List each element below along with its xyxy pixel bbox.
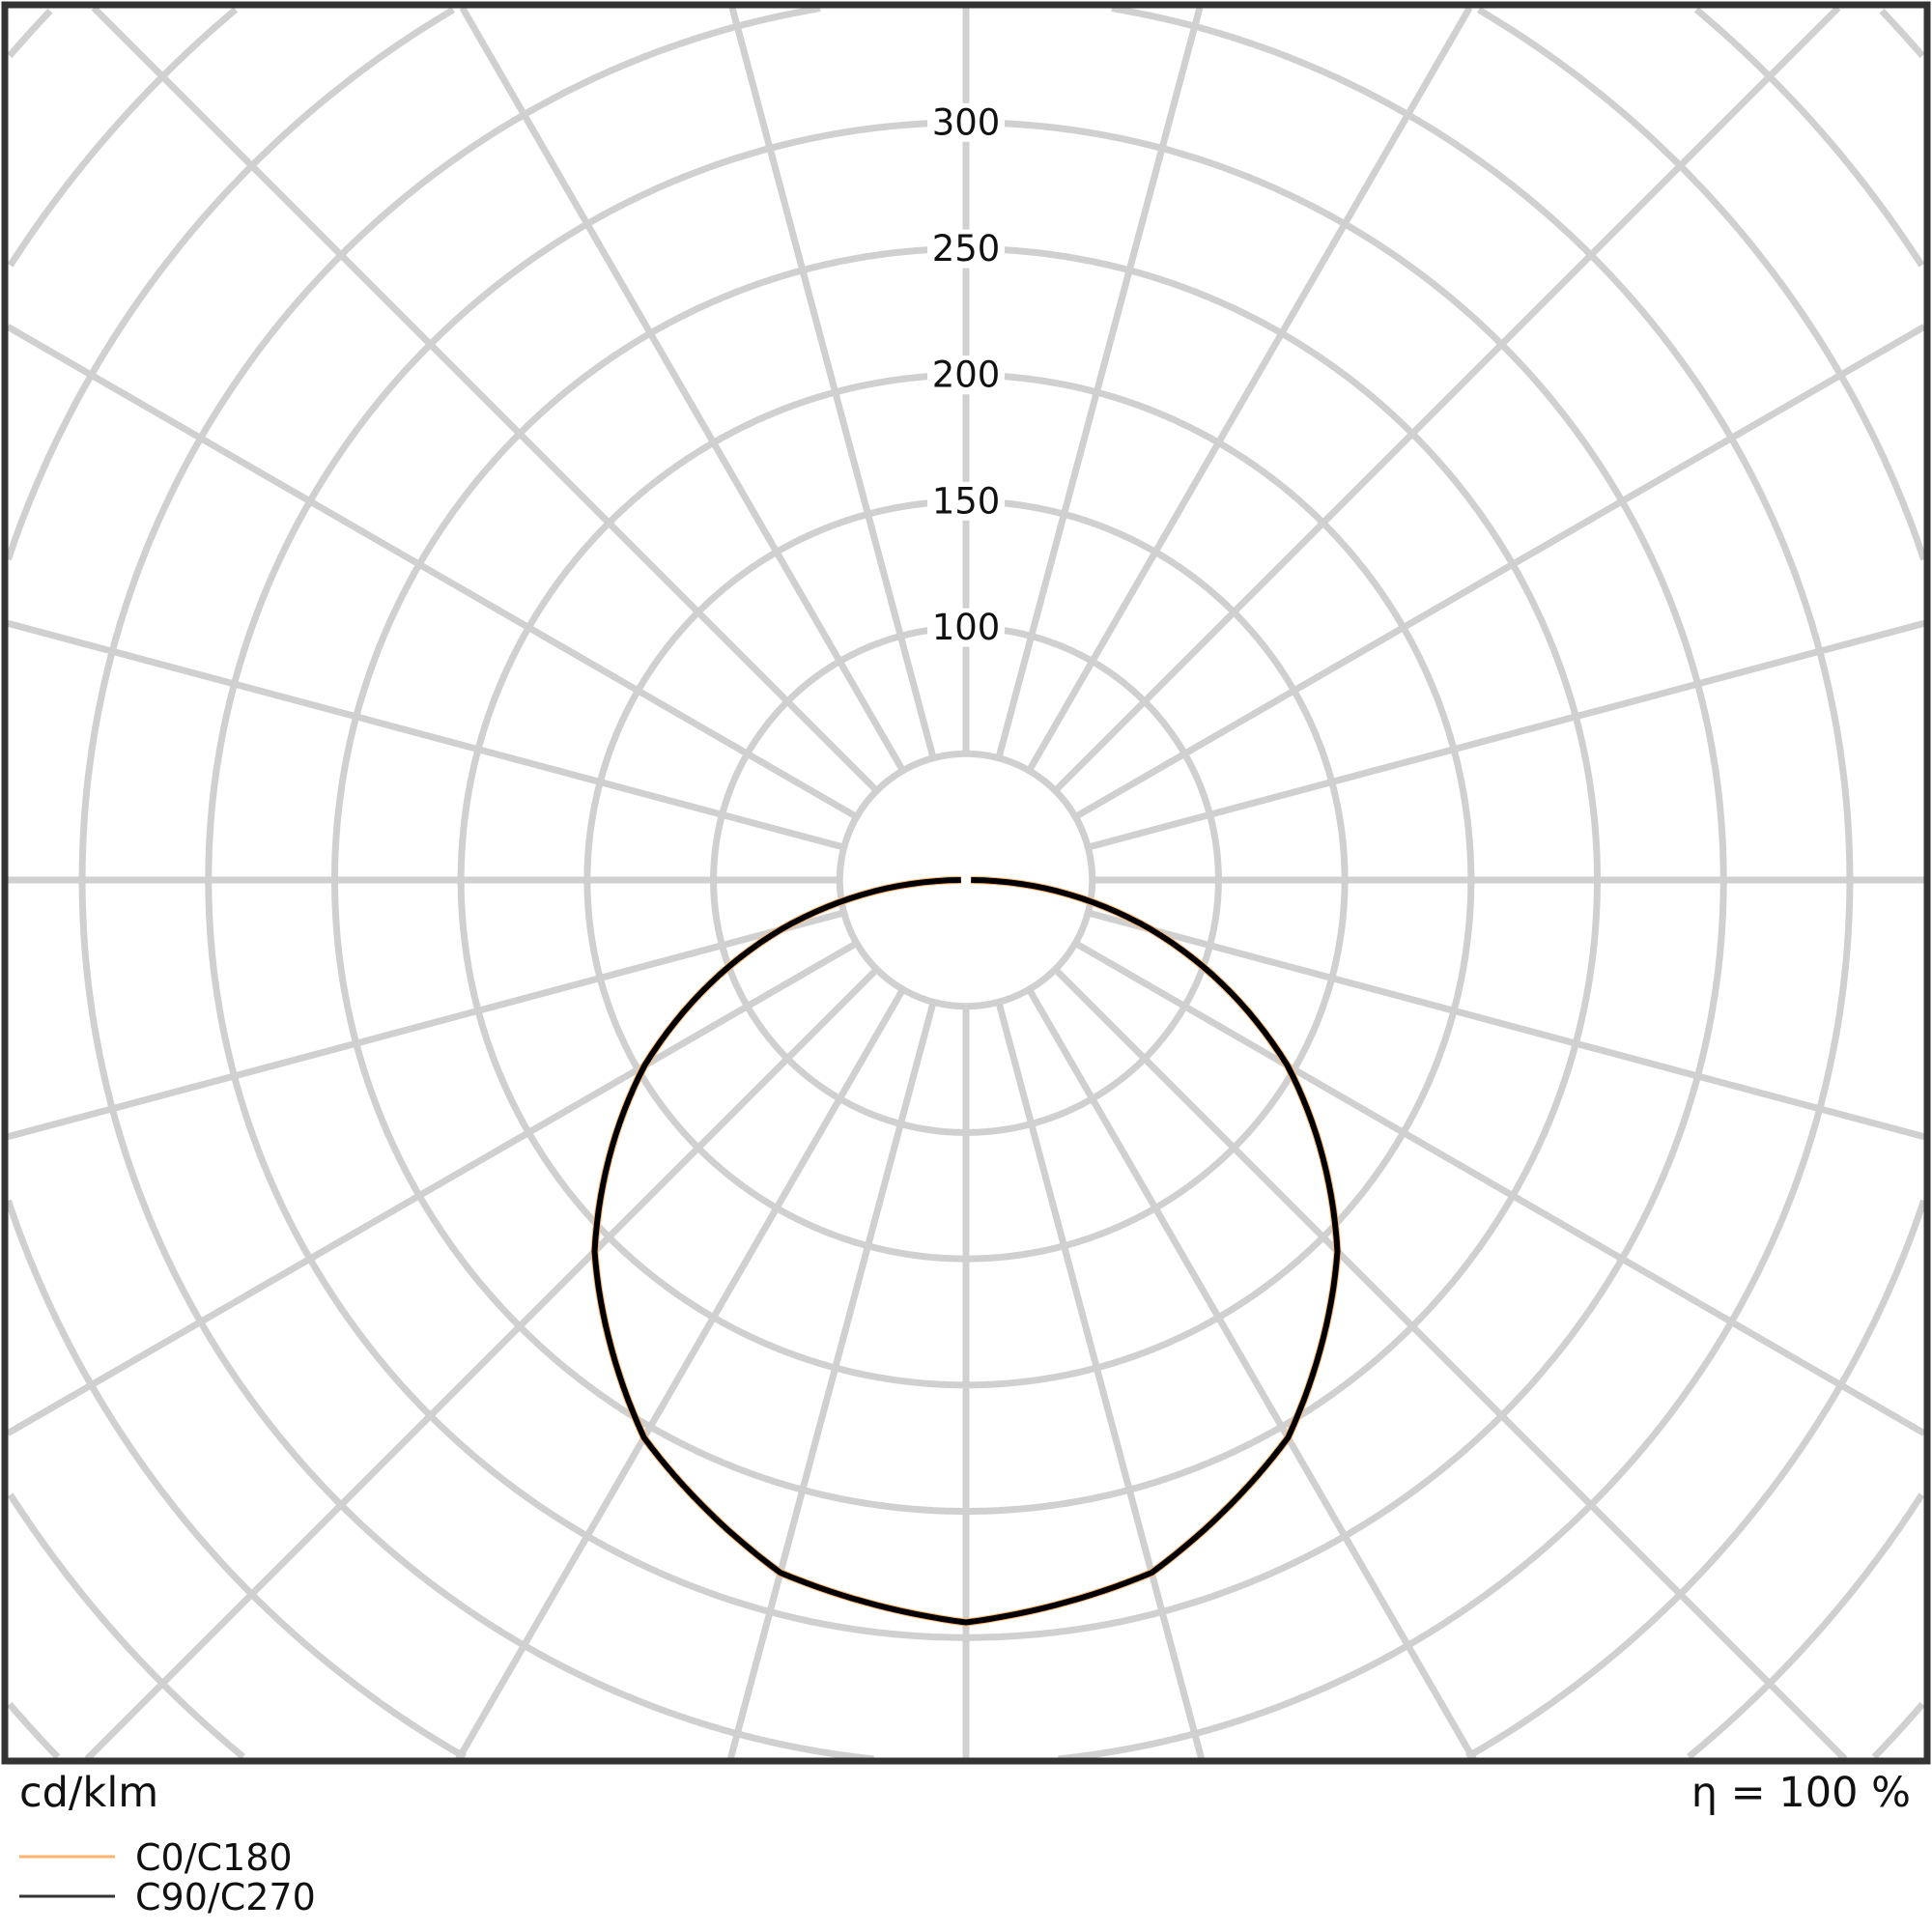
tick-label-bg bbox=[927, 229, 1005, 269]
grid-spoke bbox=[7, 619, 845, 851]
plot-frame bbox=[1, 1, 1931, 1765]
grid-spoke bbox=[459, 6, 906, 773]
legend-label-c90-c270: C90/C270 bbox=[135, 1876, 316, 1918]
grid-spoke bbox=[995, 7, 1204, 759]
grid-ring bbox=[5, 7, 1927, 1760]
curves bbox=[590, 876, 1342, 1627]
grid-spoke bbox=[6, 940, 859, 1436]
grid-spoke bbox=[1073, 940, 1926, 1436]
grid-spoke bbox=[84, 966, 880, 1762]
grid-spoke bbox=[1087, 619, 1925, 851]
grid-spoke bbox=[455, 987, 906, 1761]
radial-tick-label: 100 bbox=[932, 607, 1001, 648]
radial-tick-label: 150 bbox=[932, 480, 1001, 522]
tick-label-bg bbox=[927, 608, 1005, 647]
grid-spoke bbox=[6, 324, 859, 820]
grid-spoke bbox=[728, 7, 937, 759]
legend-label-c0-c180: C0/C180 bbox=[135, 1836, 293, 1879]
grid-spoke bbox=[7, 909, 845, 1141]
tick-label-bg bbox=[927, 481, 1005, 521]
tick-label-bg bbox=[927, 102, 1005, 142]
radial-tick-labels: 100 150 200 250 300 bbox=[927, 101, 1005, 648]
polar-grid bbox=[5, 5, 1927, 1763]
radial-tick-label: 200 bbox=[932, 355, 1001, 396]
grid-spoke bbox=[1087, 909, 1925, 1141]
grid-ring bbox=[7, 8, 1925, 1760]
grid-spoke bbox=[995, 1001, 1206, 1760]
efficiency-label: η = 100 % bbox=[1691, 1769, 1911, 1817]
grid-spoke bbox=[1026, 6, 1473, 773]
curve-c90-c270 bbox=[591, 877, 1341, 1626]
grid-spoke bbox=[1026, 987, 1477, 1761]
grid-ring bbox=[7, 7, 1925, 1760]
grid-spoke bbox=[91, 5, 880, 794]
grid-spoke bbox=[726, 1001, 937, 1760]
grid-ring bbox=[836, 750, 1096, 1010]
unit-label: cd/klm bbox=[19, 1769, 158, 1817]
grid-spoke bbox=[1052, 5, 1841, 794]
grid-ring bbox=[78, 5, 1854, 1763]
radial-tick-label: 250 bbox=[932, 228, 1001, 270]
legend: C0/C180 C90/C270 bbox=[19, 1836, 316, 1918]
grid-spoke bbox=[1052, 966, 1848, 1762]
radial-tick-label: 300 bbox=[932, 101, 1001, 143]
grid-spoke bbox=[1073, 324, 1926, 820]
tick-label-bg bbox=[927, 355, 1005, 395]
